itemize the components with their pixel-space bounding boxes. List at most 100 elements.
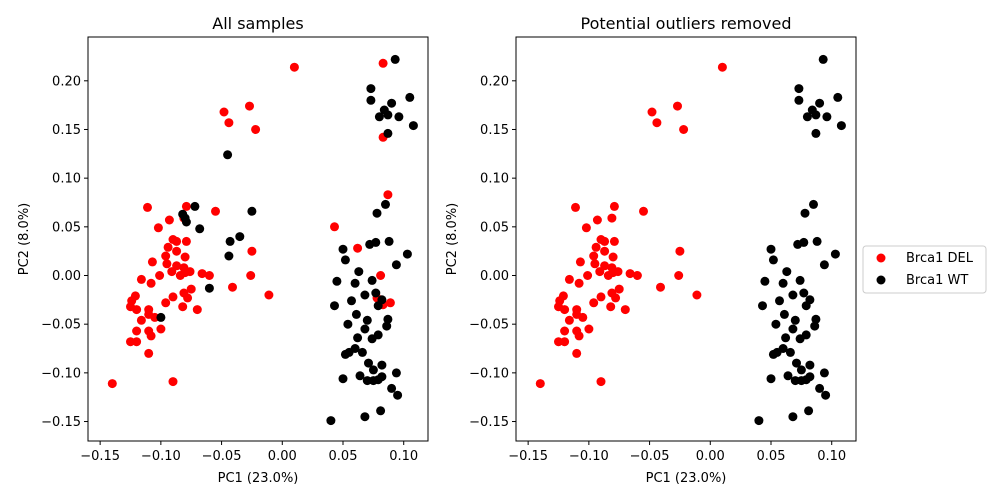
- data-point-brca1-del: [564, 315, 574, 325]
- y-tick-label: −0.05: [41, 318, 81, 333]
- data-point-brca1-wt: [373, 301, 383, 311]
- y-tick-label: −0.15: [41, 415, 81, 430]
- data-point-brca1-wt: [382, 321, 392, 331]
- data-point-brca1-wt: [381, 199, 390, 209]
- data-point-brca1-wt: [326, 416, 336, 426]
- x-tick-label: −0.10: [141, 449, 181, 464]
- data-point-brca1-wt: [819, 260, 829, 270]
- data-point-brca1-del: [596, 292, 606, 302]
- data-point-brca1-wt: [794, 84, 804, 94]
- data-point-brca1-wt: [771, 319, 781, 329]
- data-point-brca1-del: [163, 242, 173, 252]
- data-point-brca1-del: [167, 267, 177, 277]
- data-point-brca1-del: [560, 337, 570, 347]
- data-point-brca1-del: [175, 271, 185, 280]
- data-point-brca1-wt: [391, 260, 401, 270]
- data-point-brca1-del: [590, 259, 600, 269]
- data-point-brca1-del: [574, 331, 584, 341]
- y-tick-label: −0.05: [469, 318, 509, 333]
- data-point-brca1-wt: [809, 199, 818, 209]
- data-point-brca1-del: [639, 206, 648, 216]
- data-point-brca1-wt: [156, 312, 166, 322]
- y-tick-label: −0.10: [41, 366, 81, 381]
- y-tick-label: 0.20: [480, 74, 509, 89]
- data-point-brca1-del: [592, 215, 602, 225]
- data-point-brca1-wt: [811, 128, 821, 138]
- data-point-brca1-wt: [366, 84, 376, 94]
- data-point-brca1-wt: [781, 333, 791, 343]
- data-point-brca1-wt: [818, 54, 828, 64]
- x-tick-label: −0.05: [202, 449, 242, 464]
- data-point-brca1-wt: [799, 288, 809, 298]
- scatter-panel-outliers-removed: −0.15 −0.10 −0.05 0.00 0.05 0.10 −0.15 −0.10 −0.…: [445, 14, 857, 486]
- data-point-brca1-wt: [819, 368, 829, 378]
- y-tick-label: 0.05: [52, 220, 81, 235]
- data-point-brca1-del: [147, 257, 157, 267]
- data-point-brca1-wt: [788, 324, 798, 334]
- data-point-brca1-wt: [402, 249, 412, 259]
- data-point-brca1-wt: [801, 301, 811, 311]
- data-point-brca1-wt: [235, 232, 245, 242]
- data-point-brca1-del: [178, 302, 188, 312]
- data-point-brca1-wt: [811, 314, 821, 324]
- data-point-brca1-wt: [775, 296, 784, 306]
- legend: Brca1 DEL Brca1 WT: [862, 245, 987, 294]
- data-point-brca1-wt: [812, 236, 822, 246]
- data-point-brca1-wt: [353, 333, 363, 343]
- data-point-brca1-wt: [790, 315, 800, 325]
- data-point-brca1-del: [595, 267, 605, 277]
- data-point-brca1-wt: [354, 267, 364, 277]
- data-point-brca1-del: [632, 271, 642, 280]
- data-point-brca1-wt: [360, 290, 370, 300]
- x-tick-label: 0.00: [696, 449, 725, 464]
- data-point-brca1-del: [264, 290, 274, 300]
- data-point-brca1-del: [224, 118, 234, 128]
- data-point-brca1-wt: [383, 128, 393, 138]
- data-point-brca1-del: [289, 62, 299, 72]
- data-point-brca1-wt: [792, 358, 801, 368]
- data-point-brca1-del: [383, 190, 393, 200]
- data-point-brca1-del: [673, 101, 682, 111]
- x-tick-label: 0.05: [329, 449, 358, 464]
- data-point-brca1-wt: [405, 92, 415, 102]
- x-tick-label: −0.15: [80, 449, 120, 464]
- x-tick-label: −0.10: [569, 449, 609, 464]
- y-tick-label: 0.00: [480, 269, 509, 284]
- data-point-brca1-del: [603, 271, 613, 280]
- data-point-brca1-wt: [796, 376, 806, 386]
- data-point-brca1-wt: [357, 347, 367, 357]
- y-tick-label: 0.05: [480, 220, 509, 235]
- data-point-brca1-wt: [367, 334, 377, 344]
- data-point-brca1-del: [181, 201, 191, 211]
- y-tick-label: 0.20: [52, 74, 81, 89]
- scatter-panel-all-samples: −0.15 −0.10 −0.05 0.00 0.05 0.10 −0.15 −0.10 −0.…: [17, 14, 429, 486]
- data-point-brca1-del: [574, 278, 584, 288]
- data-point-brca1-wt: [351, 309, 361, 319]
- data-point-brca1-del: [376, 271, 386, 280]
- y-tick-label: −0.10: [469, 366, 509, 381]
- data-point-brca1-wt: [822, 112, 832, 122]
- data-point-brca1-wt: [223, 150, 233, 160]
- legend-label-brca1-del: Brca1 DEL: [906, 251, 974, 266]
- data-point-brca1-del: [692, 290, 702, 300]
- x-tick-label: 0.10: [389, 449, 418, 464]
- data-point-brca1-del: [608, 252, 618, 262]
- data-point-brca1-del: [647, 107, 657, 117]
- data-point-brca1-wt: [793, 239, 803, 249]
- data-point-brca1-wt: [833, 92, 843, 102]
- data-point-brca1-del: [560, 305, 570, 315]
- data-point-brca1-del: [180, 252, 190, 262]
- y-tick-label: 0.10: [52, 172, 81, 187]
- data-point-brca1-wt: [810, 321, 820, 331]
- data-point-brca1-wt: [368, 376, 378, 386]
- data-point-brca1-wt: [815, 383, 825, 393]
- data-point-brca1-del: [186, 284, 196, 294]
- data-point-brca1-wt: [815, 98, 825, 108]
- data-point-brca1-wt: [190, 201, 200, 211]
- data-point-brca1-del: [584, 324, 594, 334]
- data-point-brca1-wt: [383, 314, 393, 324]
- data-point-brca1-del: [245, 101, 254, 111]
- data-point-brca1-wt: [340, 349, 350, 359]
- data-point-brca1-wt: [368, 365, 378, 375]
